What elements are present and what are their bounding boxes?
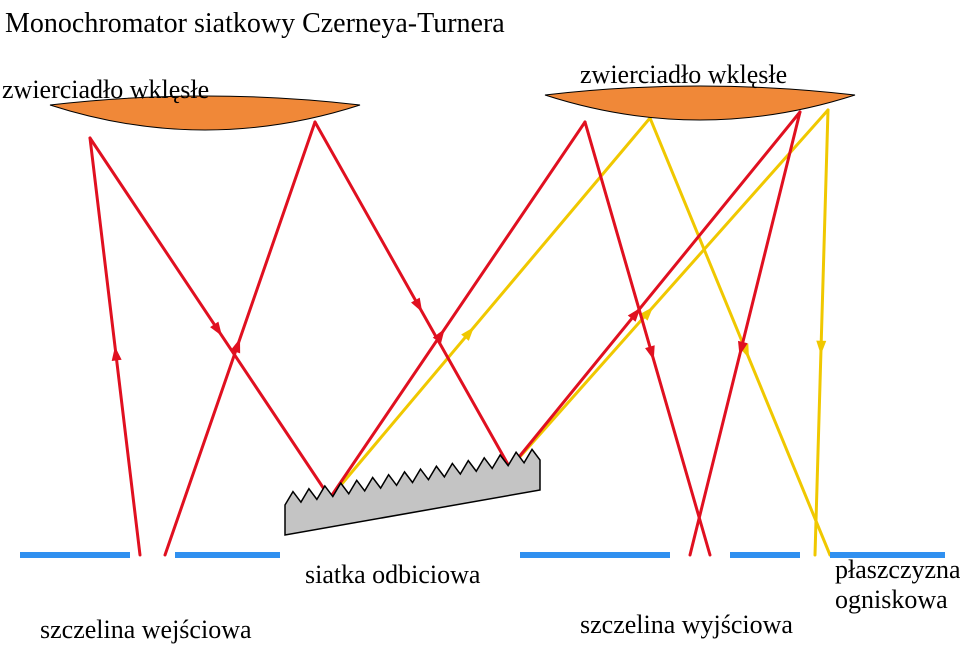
mirror-left-label: zwierciadło wklęsłe xyxy=(2,75,209,105)
mirror-right-label: zwierciadło wklęsłe xyxy=(580,60,787,90)
focal-plane-label: płaszczyzna ogniskowa xyxy=(835,555,960,615)
slit-in-label: szczelina wejściowa xyxy=(40,615,252,645)
grating-label: siatka odbiciowa xyxy=(305,560,480,590)
diagram-title: Monochromator siatkowy Czerneya-Turnera xyxy=(5,8,505,40)
slit-out-label: szczelina wyjściowa xyxy=(580,610,793,640)
